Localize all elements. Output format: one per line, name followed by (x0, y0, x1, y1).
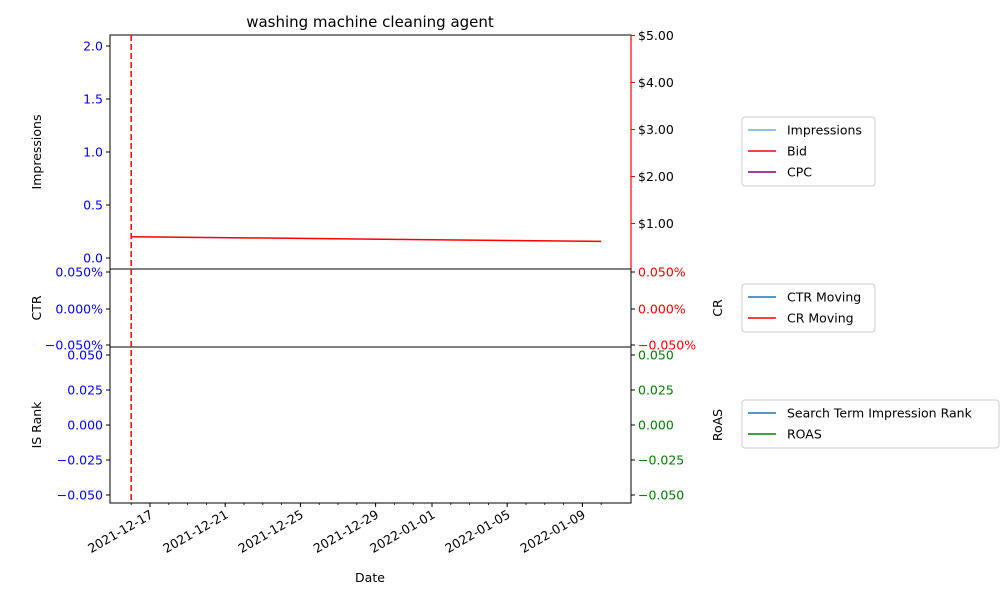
right-tick-label: 0.025 (638, 383, 674, 398)
left-tick-label: 0.050% (55, 265, 103, 280)
right-axis-label: CR (710, 299, 725, 317)
right-tick-label: 0.000% (638, 302, 686, 317)
right-tick-label: 0.050% (638, 265, 686, 280)
left-axis-label: CTR (29, 295, 44, 320)
left-tick-label: 0.5 (83, 198, 103, 213)
right-tick-label: 0.000 (638, 418, 674, 433)
x-tick-label: 2021-12-25 (235, 507, 305, 556)
right-axis-label: RoAS (710, 409, 725, 441)
legend-label: Search Term Impression Rank (787, 406, 973, 421)
left-tick-label: −0.025 (57, 453, 103, 468)
panel-frame (109, 268, 632, 348)
left-axis-label: IS Rank (29, 401, 44, 449)
legend-label: CR Moving (787, 311, 854, 326)
legend-label: ROAS (787, 427, 822, 442)
x-axis-label: Date (355, 570, 385, 585)
right-tick-label: $2.00 (638, 169, 674, 184)
right-tick-label: $3.00 (638, 122, 674, 137)
right-tick-label: −0.050 (638, 488, 684, 503)
chart-panels: 0.0 0.5 1.0 1.5 2.0 $1.00 $2.00 $3.00 $4.00 $5.00… (29, 28, 725, 504)
right-tick-label: −0.025 (638, 453, 684, 468)
left-tick-label: 1.5 (83, 92, 103, 107)
left-tick-label: 0.025 (67, 383, 103, 398)
x-tick-label: 2022-01-05 (442, 507, 512, 556)
right-tick-label: $4.00 (638, 75, 674, 90)
chart-title: washing machine cleaning agent (246, 13, 494, 31)
left-tick-label: −0.050 (57, 488, 103, 503)
legends: Impressions Bid CPC CTR Moving CR Moving Sear… (741, 116, 1000, 449)
panel-frame (109, 34, 632, 270)
left-tick-label: 1.0 (83, 145, 103, 160)
left-tick-label: 0.000 (67, 418, 103, 433)
left-tick-label: 0.050 (67, 348, 103, 363)
legend-label: Bid (787, 144, 807, 159)
legend-label: Impressions (787, 123, 862, 138)
right-tick-label: $1.00 (638, 216, 674, 231)
left-tick-label: 2.0 (83, 39, 103, 54)
legend-box (741, 116, 876, 187)
series-line-bid (131, 235, 602, 243)
x-tick-label: 2021-12-21 (160, 507, 230, 556)
right-tick-label: −0.050% (638, 338, 696, 353)
x-tick-label: 2021-12-17 (85, 507, 155, 556)
legend-label: CPC (787, 165, 812, 180)
left-axis-label: Impressions (29, 115, 44, 190)
right-tick-label: $5.00 (638, 28, 674, 43)
legend-box (741, 399, 1000, 449)
panel-frame (109, 346, 632, 504)
left-tick-label: 0.0 (83, 251, 103, 266)
left-tick-label: −0.050% (45, 338, 103, 353)
right-tick-label: 0.050 (638, 348, 674, 363)
x-axis-ticks: 2021-12-17 2021-12-21 2021-12-25 2021-12-29… (85, 503, 602, 556)
legend-label: CTR Moving (787, 290, 861, 305)
x-tick-label: 2022-01-09 (517, 507, 587, 556)
legend-box (741, 283, 876, 333)
left-tick-label: 0.000% (55, 302, 103, 317)
